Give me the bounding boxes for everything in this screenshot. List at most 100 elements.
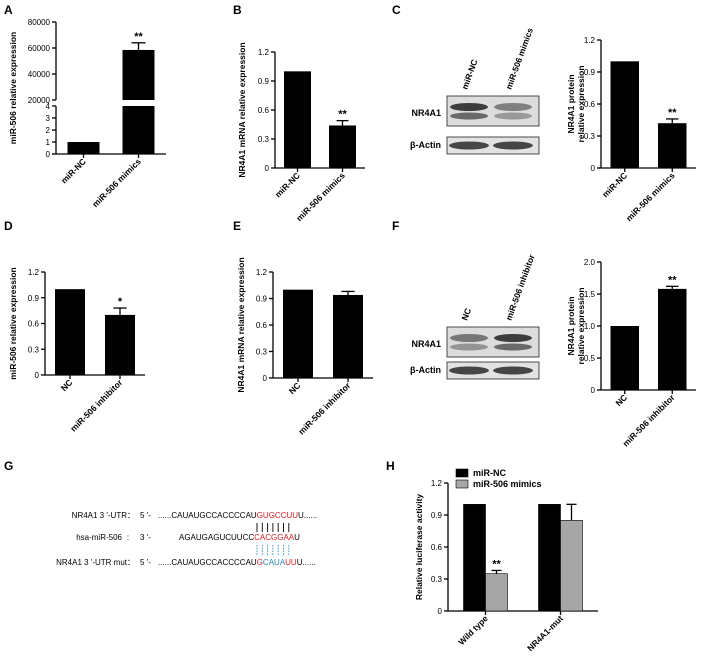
blot-band bbox=[494, 334, 532, 342]
legend-swatch bbox=[455, 479, 469, 489]
y-tick-label: 20000 bbox=[28, 96, 51, 105]
blot-band bbox=[450, 343, 488, 351]
panel-letter-g: G bbox=[4, 459, 13, 473]
seed-region: GUGCCUU bbox=[257, 511, 299, 520]
panel-letter-c: C bbox=[392, 3, 401, 17]
sequence-segment: AGAUGAGUCUUCC bbox=[179, 533, 254, 542]
y-tick-label: 0.9 bbox=[28, 294, 40, 303]
mutant-region: UU bbox=[285, 558, 297, 567]
legend-label: miR-NC bbox=[473, 468, 506, 478]
y-tick-label: 0.3 bbox=[28, 345, 40, 354]
blot-lane-label: miR-506 inhibitor bbox=[503, 252, 536, 321]
y-tick-label: 0.6 bbox=[28, 320, 40, 329]
western-blot-c: miR-NC miR-506 mimics NR4A1 β-Actin bbox=[410, 26, 540, 155]
sequence-segment: ......CAUAUGCCACCCCAU bbox=[158, 511, 257, 520]
blot-band bbox=[450, 103, 488, 111]
y-tick-label: 2.0 bbox=[584, 258, 596, 267]
blot-band-label: β-Actin bbox=[410, 140, 441, 150]
y-axis-label: NR4A1 mRNA relative expression bbox=[237, 42, 247, 177]
y-axis-label: relative expression bbox=[576, 287, 586, 364]
y-axis-label: miR-506 relative expression bbox=[8, 267, 18, 379]
y-axis-label: NR4A1 mRNA relative expression bbox=[236, 257, 246, 392]
blot-band-label: NR4A1 bbox=[411, 108, 441, 118]
blot-band-label: β-Actin bbox=[410, 365, 441, 375]
panel-letter-f: F bbox=[392, 219, 399, 233]
bar bbox=[67, 142, 100, 154]
sequence-text: ......CAUAUGCCACCCCAUGUGCCUUU...... bbox=[158, 511, 317, 520]
blot-band bbox=[494, 343, 532, 351]
blot-lane-label: miR-506 mimics bbox=[503, 26, 535, 90]
blot-band bbox=[494, 112, 532, 120]
y-tick-label: 0.6 bbox=[258, 106, 270, 115]
panel-letter-e: E bbox=[233, 219, 241, 233]
y-tick-label: 80000 bbox=[28, 18, 51, 27]
legend-label: miR-506 mimics bbox=[473, 479, 542, 489]
panel-letter-h: H bbox=[386, 459, 395, 473]
y-tick-label: 1.2 bbox=[28, 268, 40, 277]
y-tick-label: 1.0 bbox=[584, 322, 596, 331]
x-tick-label: miR-506 mimics bbox=[90, 156, 143, 209]
y-tick-label: 0.9 bbox=[584, 68, 596, 77]
y-tick-label: 0.6 bbox=[431, 543, 443, 552]
x-tick-label: NC bbox=[59, 377, 75, 393]
y-tick-label: 1.2 bbox=[431, 479, 443, 488]
panel-letter-a: A bbox=[4, 3, 13, 17]
x-tick-label: miR-506 mimics bbox=[624, 170, 677, 223]
chart-c: 0 0.3 0.6 0.9 1.2 NR4A1 protein relative expre… bbox=[566, 36, 696, 223]
sequence-prime: 5 '- bbox=[140, 511, 151, 520]
panel-letter-d: D bbox=[4, 219, 13, 233]
y-tick-label: 0.3 bbox=[258, 135, 270, 144]
x-tick-label: miR-506 inhibitor bbox=[620, 392, 677, 449]
sequence-label: NR4A1 3 '-UTR mut： bbox=[56, 558, 135, 567]
western-blot-f: NC miR-506 inhibitor NR4A1 β-Actin bbox=[410, 252, 540, 380]
x-tick-label: miR-NC bbox=[273, 170, 302, 199]
y-tick-label: 3 bbox=[46, 114, 51, 123]
bar bbox=[329, 125, 356, 168]
sequence-segment: U...... bbox=[297, 558, 316, 567]
blot-band bbox=[450, 334, 488, 342]
blot-band bbox=[493, 141, 533, 150]
significance-mark: * bbox=[118, 296, 123, 308]
legend-swatch bbox=[455, 468, 469, 478]
x-tick-label: miR-506 mimics bbox=[294, 170, 347, 223]
y-tick-label: 0.6 bbox=[584, 100, 596, 109]
blot-membrane bbox=[446, 95, 540, 127]
bar bbox=[538, 504, 561, 612]
y-tick-label: 40000 bbox=[28, 70, 51, 79]
bar bbox=[333, 294, 363, 378]
sequence-prime: 5 '- bbox=[140, 558, 151, 567]
blot-band bbox=[449, 366, 489, 375]
y-tick-label: 0.3 bbox=[584, 132, 596, 141]
mutant-region: CAUA bbox=[263, 558, 286, 567]
bar bbox=[560, 520, 583, 612]
blot-membrane bbox=[446, 326, 540, 358]
seed-region: CACGGAA bbox=[254, 533, 295, 542]
y-axis-label: NR4A1 protein bbox=[566, 296, 576, 355]
chart-d: 0 0.3 0.6 0.9 1.2 miR-506 relative expression… bbox=[8, 267, 145, 434]
sequence-segment: U bbox=[294, 533, 300, 542]
bar bbox=[658, 123, 687, 168]
significance-mark: ** bbox=[134, 31, 143, 43]
sequence-colon: : bbox=[127, 533, 129, 542]
blot-lane-label: miR-NC bbox=[459, 58, 479, 91]
blot-band bbox=[493, 366, 533, 375]
significance-mark: ** bbox=[668, 274, 677, 286]
y-axis-label: Relative luciferase activity bbox=[414, 494, 424, 601]
x-tick-label: miR-NC bbox=[600, 170, 629, 199]
y-axis-label: NR4A1 protein bbox=[566, 74, 576, 133]
x-tick-label: NR4A1-mut bbox=[525, 613, 565, 653]
sequence-text: AGAUGAGUCUUCCCACGGAAU bbox=[179, 533, 300, 542]
bar bbox=[284, 71, 311, 168]
y-tick-label: 0.3 bbox=[256, 348, 268, 357]
y-tick-label: 0 bbox=[46, 150, 51, 159]
chart-e: 0 0.3 0.6 0.9 1.2 NR4A1 mRNA relative express… bbox=[236, 257, 373, 437]
blot-band bbox=[494, 103, 532, 111]
significance-mark: ** bbox=[668, 107, 677, 119]
sequence-text: ......CAUAUGCCACCCCAUGCAUAUUU...... bbox=[158, 558, 316, 567]
y-tick-label: 1.2 bbox=[584, 36, 596, 45]
bar bbox=[463, 504, 486, 612]
y-tick-label: 4 bbox=[46, 102, 51, 111]
bar bbox=[105, 314, 135, 375]
